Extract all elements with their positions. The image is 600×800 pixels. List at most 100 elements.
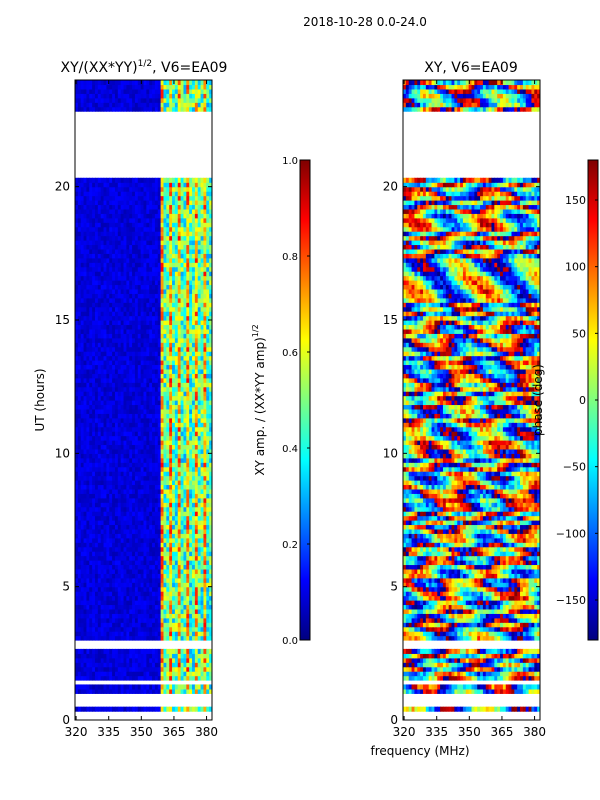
amp-cell [209, 404, 212, 410]
amp-cell [197, 222, 202, 228]
amp-cell [103, 462, 107, 468]
amp-cell [152, 457, 156, 463]
amp-cell [194, 555, 199, 561]
amp-cell [206, 564, 210, 570]
amp-cell [92, 315, 96, 321]
amp-cell [197, 302, 202, 308]
amp-cell [77, 360, 82, 366]
amp-cell [160, 542, 165, 548]
amp-cell [154, 662, 159, 668]
amp-cell [186, 280, 190, 286]
amp-cell [163, 626, 167, 632]
amp-cell [77, 364, 82, 370]
amp-cell [106, 573, 110, 579]
amp-cell [77, 320, 82, 326]
amp-cell [209, 542, 212, 548]
amp-cell [160, 488, 165, 494]
amp-cell [97, 440, 102, 446]
amp-cell [203, 591, 207, 597]
amp-cell [194, 537, 199, 543]
amp-cell [77, 595, 82, 601]
amp-cell [92, 435, 96, 441]
amp-cell [129, 262, 133, 268]
amp-cell [106, 226, 110, 232]
amp-cell [129, 475, 133, 481]
amp-cell [177, 568, 182, 574]
amp-cell [75, 382, 79, 388]
amp-cell [109, 306, 113, 312]
amp-cell [137, 386, 142, 392]
amp-cell [149, 537, 153, 543]
amp-cell [117, 284, 122, 290]
amp-cell [103, 635, 107, 641]
amp-cell [183, 280, 187, 286]
amp-cell [146, 364, 150, 370]
amp-cell [100, 613, 105, 619]
amp-cell [80, 502, 85, 508]
amp-cell [192, 511, 196, 517]
amp-cell [194, 226, 199, 232]
amp-cell [75, 248, 79, 254]
amp-cell [75, 306, 79, 312]
amp-cell [103, 622, 107, 628]
amp-cell [140, 368, 145, 374]
amp-cell [157, 604, 162, 610]
amp-cell [100, 506, 105, 512]
amp-cell [183, 235, 187, 241]
amp-cell [97, 577, 102, 583]
amp-cell [100, 257, 105, 263]
amp-cell [103, 426, 107, 432]
amp-cell [169, 413, 173, 419]
amp-cell [166, 408, 170, 414]
amp-cell [114, 591, 119, 597]
amp-cell [146, 662, 150, 668]
amp-cell [86, 386, 90, 392]
amp-cell [92, 573, 96, 579]
amp-cell [134, 524, 139, 530]
amp-cell [89, 457, 93, 463]
amp-cell [169, 431, 173, 437]
amp-cell [86, 564, 90, 570]
amp-cell [126, 706, 130, 712]
amp-cell [112, 435, 116, 441]
amp-cell [140, 231, 145, 237]
amp-cell [149, 328, 153, 334]
amp-cell [194, 400, 199, 406]
amp-cell [126, 266, 130, 272]
amp-cell [83, 551, 88, 557]
amp-cell [77, 311, 82, 317]
amp-cell [97, 391, 102, 397]
amp-cell [209, 493, 212, 499]
amp-cell [123, 528, 127, 534]
amp-cell [169, 528, 173, 534]
amp-cell [192, 306, 196, 312]
amp-cell [83, 333, 88, 339]
amp-cell [206, 626, 210, 632]
amp-cell [154, 520, 159, 526]
amp-cell [149, 493, 153, 499]
amp-cell [154, 448, 159, 454]
amp-cell [160, 306, 165, 312]
amp-cell [189, 373, 193, 379]
amp-cell [197, 422, 202, 428]
amp-cell [166, 511, 170, 517]
amp-cell [177, 302, 182, 308]
amp-cell [77, 413, 82, 419]
amp-cell [134, 604, 139, 610]
amp-cell [117, 368, 122, 374]
amp-cell [209, 555, 212, 561]
amp-cell [197, 337, 202, 343]
amp-cell [169, 448, 173, 454]
amp-cell [89, 422, 93, 428]
amp-cell [103, 355, 107, 361]
amp-cell [89, 280, 93, 286]
amp-cell [189, 528, 193, 534]
amp-cell [112, 475, 116, 481]
amp-cell [132, 564, 136, 570]
amp-cell [143, 293, 147, 299]
amp-cell [143, 262, 147, 268]
amp-cell [177, 351, 182, 357]
amp-cell [120, 617, 125, 623]
amp-cell [126, 244, 130, 250]
